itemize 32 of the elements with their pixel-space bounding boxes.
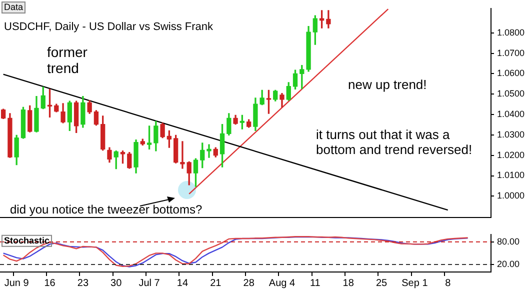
x-tick-label: 11 — [310, 278, 321, 289]
x-tick-label: 8 — [445, 278, 452, 289]
x-tick-label: 21 — [210, 278, 222, 289]
annotation: did you notice the tweezer bottoms? — [10, 202, 202, 216]
text: USDCHF, Daily - US Dollar vs Swiss Frank — [4, 20, 214, 33]
x-tick-label: Jun 9 — [4, 278, 30, 289]
annotation: former trend — [47, 44, 88, 76]
y-tick-label: 1.0800 — [497, 27, 525, 38]
x-tick-label: 14 — [176, 278, 188, 289]
y-tick-label: 1.0000 — [497, 190, 525, 201]
annotation: it turns out that it was a bottom and trend reversed! — [316, 127, 472, 158]
y-tick-label: 1.0300 — [497, 129, 525, 140]
y-tick-label: 1.0100 — [497, 170, 525, 180]
x-tick-label: 28 — [243, 278, 255, 289]
y-tick-label: 20.00 — [497, 258, 520, 269]
x-tick-label: 23 — [77, 278, 89, 289]
x-tick-label: Sep 1 — [402, 278, 428, 289]
x-tick-label: Jul 7 — [138, 278, 160, 289]
y-tick-label: 1.0700 — [497, 48, 525, 58]
annotation: Data — [4, 2, 24, 12]
y-tick-label: 1.0500 — [497, 88, 525, 99]
y-tick-label: 1.0600 — [497, 68, 525, 78]
y-tick-label: 80.00 — [497, 236, 520, 246]
x-tick-label: Aug 4 — [268, 278, 296, 289]
y-tick-label: 1.0200 — [497, 150, 525, 160]
x-tick-label: 18 — [342, 278, 354, 289]
x-tick-label: 30 — [110, 278, 122, 289]
x-tick-label: 25 — [376, 278, 388, 289]
chart-title: Stochastic — [4, 235, 50, 246]
x-tick-label: 16 — [44, 278, 56, 289]
y-tick-label: 1.0400 — [497, 109, 525, 120]
annotation: new up trend! — [348, 77, 427, 92]
